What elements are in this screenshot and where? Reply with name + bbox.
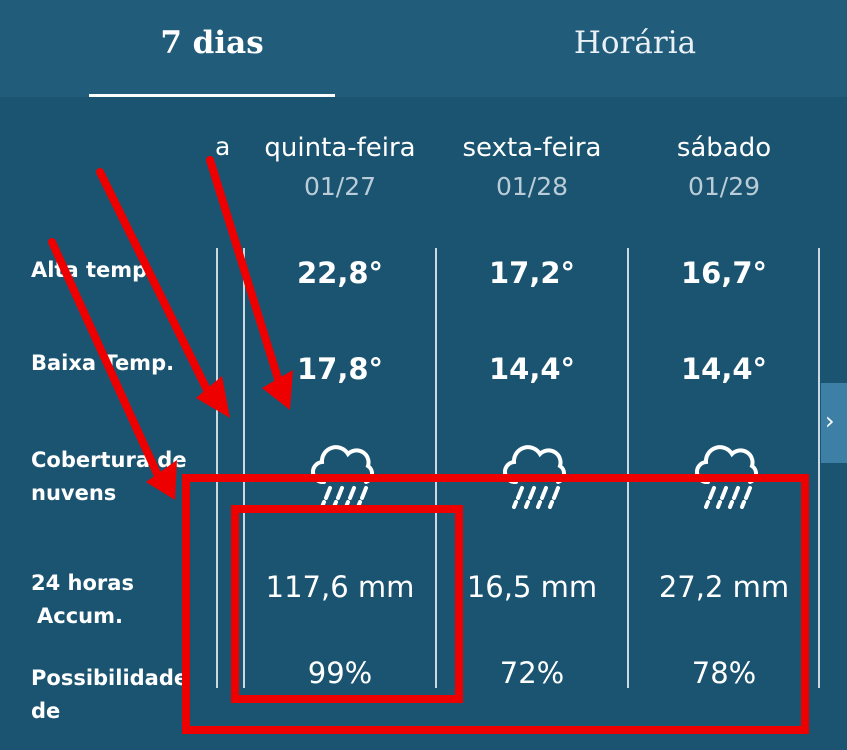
chevron-right-icon: › bbox=[825, 407, 835, 435]
row-label-low-temp: Baixa Temp. bbox=[31, 351, 175, 375]
accum-value: 27,2 mm bbox=[658, 570, 790, 604]
low-temp-value: 14,4° bbox=[488, 352, 576, 386]
probability-value: 99% bbox=[307, 656, 373, 690]
high-temp-value: 22,8° bbox=[296, 256, 384, 290]
tab-bar: 7 dias Horária bbox=[0, 0, 847, 97]
row-label-possibility: Possibilidade de bbox=[31, 662, 201, 728]
day-name: quinta-feira bbox=[264, 133, 416, 163]
high-temp-value: 16,7° bbox=[680, 256, 768, 290]
row-label-possibility-line1: Possibilidade bbox=[31, 666, 189, 690]
accum-value: 16,5 mm bbox=[466, 570, 598, 604]
high-temp-value: 17,2° bbox=[488, 256, 576, 290]
day-name: sexta-feira bbox=[462, 133, 602, 163]
tab-7-dias[interactable]: 7 dias bbox=[160, 25, 264, 61]
probability-value: 78% bbox=[691, 656, 757, 690]
row-label-possibility-line2: de bbox=[31, 699, 61, 723]
row-label-cloud-cover: Cobertura de nuvens bbox=[31, 444, 201, 510]
low-temp-value: 17,8° bbox=[296, 352, 384, 386]
row-label-accum-line1: 24 horas bbox=[31, 571, 134, 595]
column-divider bbox=[818, 248, 820, 688]
rain-cloud-icon bbox=[311, 445, 374, 509]
tab-horaria[interactable]: Horária bbox=[573, 25, 697, 61]
row-label-accum: 24 horas Accum. bbox=[31, 567, 201, 633]
row-label-cloud-cover-line1: Cobertura de bbox=[31, 448, 187, 472]
day-date: 01/27 bbox=[303, 172, 377, 201]
row-label-high-temp: Alta temp bbox=[31, 258, 148, 282]
column-divider bbox=[216, 248, 218, 688]
day-date: 01/29 bbox=[687, 172, 761, 201]
probability-value: 72% bbox=[499, 656, 565, 690]
next-days-button[interactable]: › bbox=[821, 383, 847, 463]
active-tab-indicator bbox=[89, 94, 335, 97]
day-name: sábado bbox=[676, 133, 772, 163]
column-divider bbox=[243, 248, 245, 688]
row-label-cloud-cover-line2: nuvens bbox=[31, 481, 117, 505]
rain-cloud-icon bbox=[503, 445, 566, 509]
row-label-accum-line2: Accum. bbox=[37, 604, 123, 628]
partial-column-header: a bbox=[215, 132, 231, 161]
accum-value: 117,6 mm bbox=[265, 570, 415, 604]
column-divider bbox=[627, 248, 629, 688]
low-temp-value: 14,4° bbox=[680, 352, 768, 386]
column-divider bbox=[435, 248, 437, 688]
day-date: 01/28 bbox=[495, 172, 569, 201]
rain-cloud-icon bbox=[695, 445, 758, 509]
